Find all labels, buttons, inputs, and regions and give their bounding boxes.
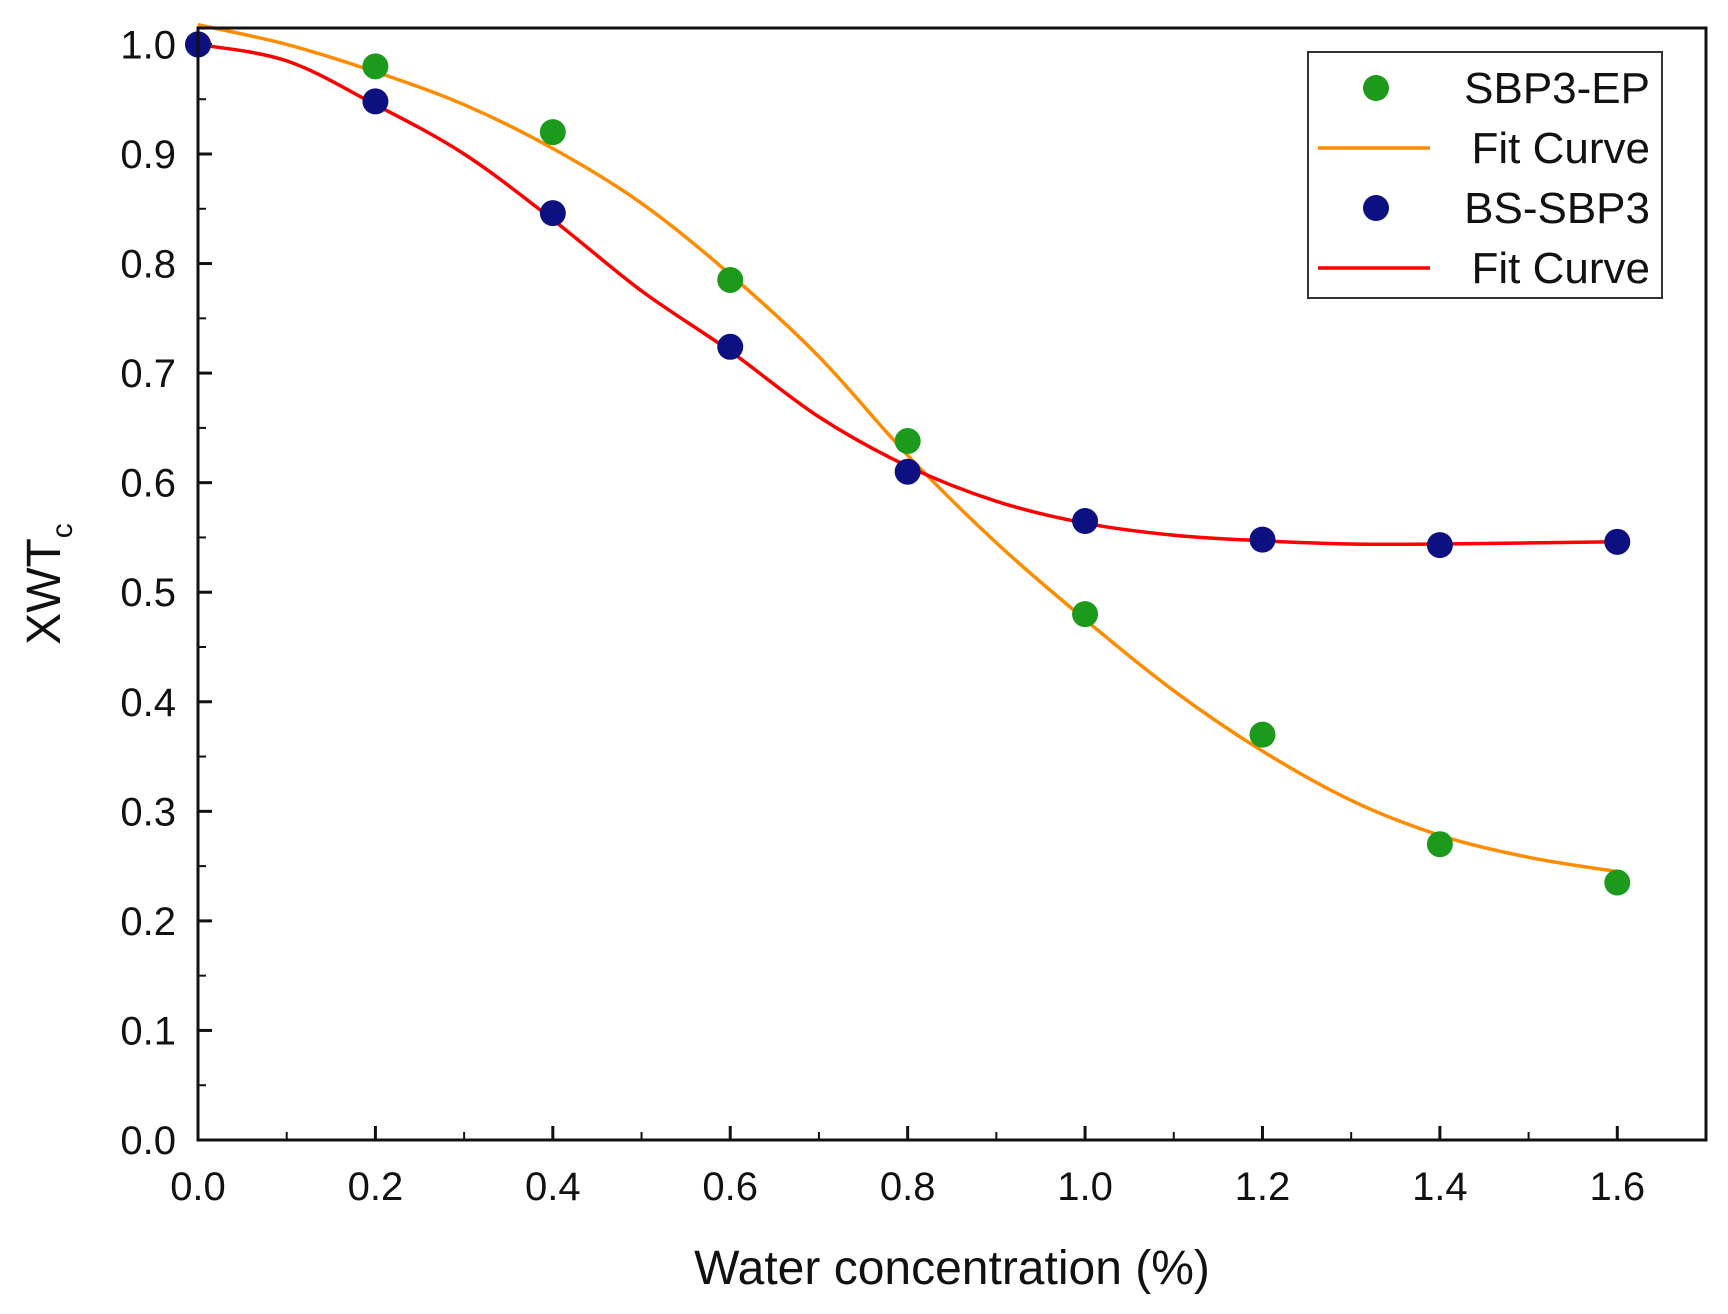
legend-marker — [1363, 195, 1389, 221]
x-tick-label: 0.2 — [348, 1165, 404, 1209]
data-point-sbp3-ep — [539, 119, 566, 146]
legend-items: SBP3-EP Fit Curve BS-SBP3 Fit Curve — [1318, 64, 1650, 293]
data-point-sbp3-ep — [1072, 601, 1099, 628]
legend-label: BS-SBP3 — [1464, 184, 1650, 233]
y-tick-label: 0.2 — [120, 900, 176, 944]
y-axis-title-subscript: c — [46, 523, 79, 538]
x-tick-label: 0.0 — [170, 1165, 226, 1209]
data-point-sbp3-ep — [1426, 831, 1453, 858]
curves-layer — [197, 22, 1618, 874]
y-tick-label: 0.4 — [120, 681, 176, 725]
points-layer — [185, 31, 1631, 896]
fit-curve-line-3 — [197, 42, 1618, 547]
data-point-bs-sbp3 — [1249, 526, 1276, 553]
x-tick-label: 1.4 — [1412, 1165, 1468, 1209]
y-tick-label: 0.8 — [120, 243, 176, 287]
x-tick-label: 0.4 — [525, 1165, 581, 1209]
y-tick-label: 0.1 — [120, 1009, 176, 1053]
legend: SBP3-EP Fit Curve BS-SBP3 Fit Curve — [1307, 51, 1663, 299]
data-point-sbp3-ep — [1604, 869, 1631, 896]
data-point-bs-sbp3 — [717, 333, 744, 360]
x-tick-label: 1.6 — [1589, 1165, 1645, 1209]
y-tick-label: 0.6 — [120, 462, 176, 506]
y-tick-label: 0.0 — [120, 1119, 176, 1163]
y-tick-label: 0.3 — [120, 790, 176, 834]
x-tick-label: 1.0 — [1057, 1165, 1113, 1209]
data-point-sbp3-ep — [1249, 721, 1276, 748]
legend-label: SBP3-EP — [1464, 64, 1650, 113]
y-axis-title-main: XWT — [18, 538, 71, 645]
data-point-bs-sbp3 — [362, 88, 389, 115]
data-point-bs-sbp3 — [1604, 528, 1631, 555]
x-tick-label: 1.2 — [1235, 1165, 1291, 1209]
data-point-sbp3-ep — [362, 53, 389, 80]
data-point-sbp3-ep — [717, 266, 744, 293]
y-tick-label: 0.5 — [120, 571, 176, 615]
ticks-layer: 0.0 0.2 0.4 0.6 0.8 1.0 1.2 1.4 1.6 0.0 0.1 0.2 0.3 0… — [120, 23, 1645, 1209]
data-point-bs-sbp3 — [539, 200, 566, 227]
legend-marker — [1363, 75, 1389, 101]
y-tick-label: 0.9 — [120, 133, 176, 177]
y-tick-label: 0.7 — [120, 352, 176, 396]
data-point-bs-sbp3 — [1072, 508, 1099, 535]
plot-frame — [196, 26, 1708, 1142]
y-axis-title: XWTc — [18, 523, 79, 645]
data-point-bs-sbp3 — [894, 458, 921, 485]
fit-curve-line-1 — [197, 22, 1618, 874]
data-point-sbp3-ep — [894, 428, 921, 455]
data-point-bs-sbp3 — [1426, 532, 1453, 559]
x-tick-label: 0.8 — [880, 1165, 936, 1209]
x-axis-title: Water concentration (%) — [694, 1242, 1210, 1295]
legend-label: Fit Curve — [1472, 244, 1650, 293]
legend-label: Fit Curve — [1472, 124, 1650, 173]
x-tick-label: 0.6 — [702, 1165, 758, 1209]
y-tick-label: 1.0 — [120, 23, 176, 67]
